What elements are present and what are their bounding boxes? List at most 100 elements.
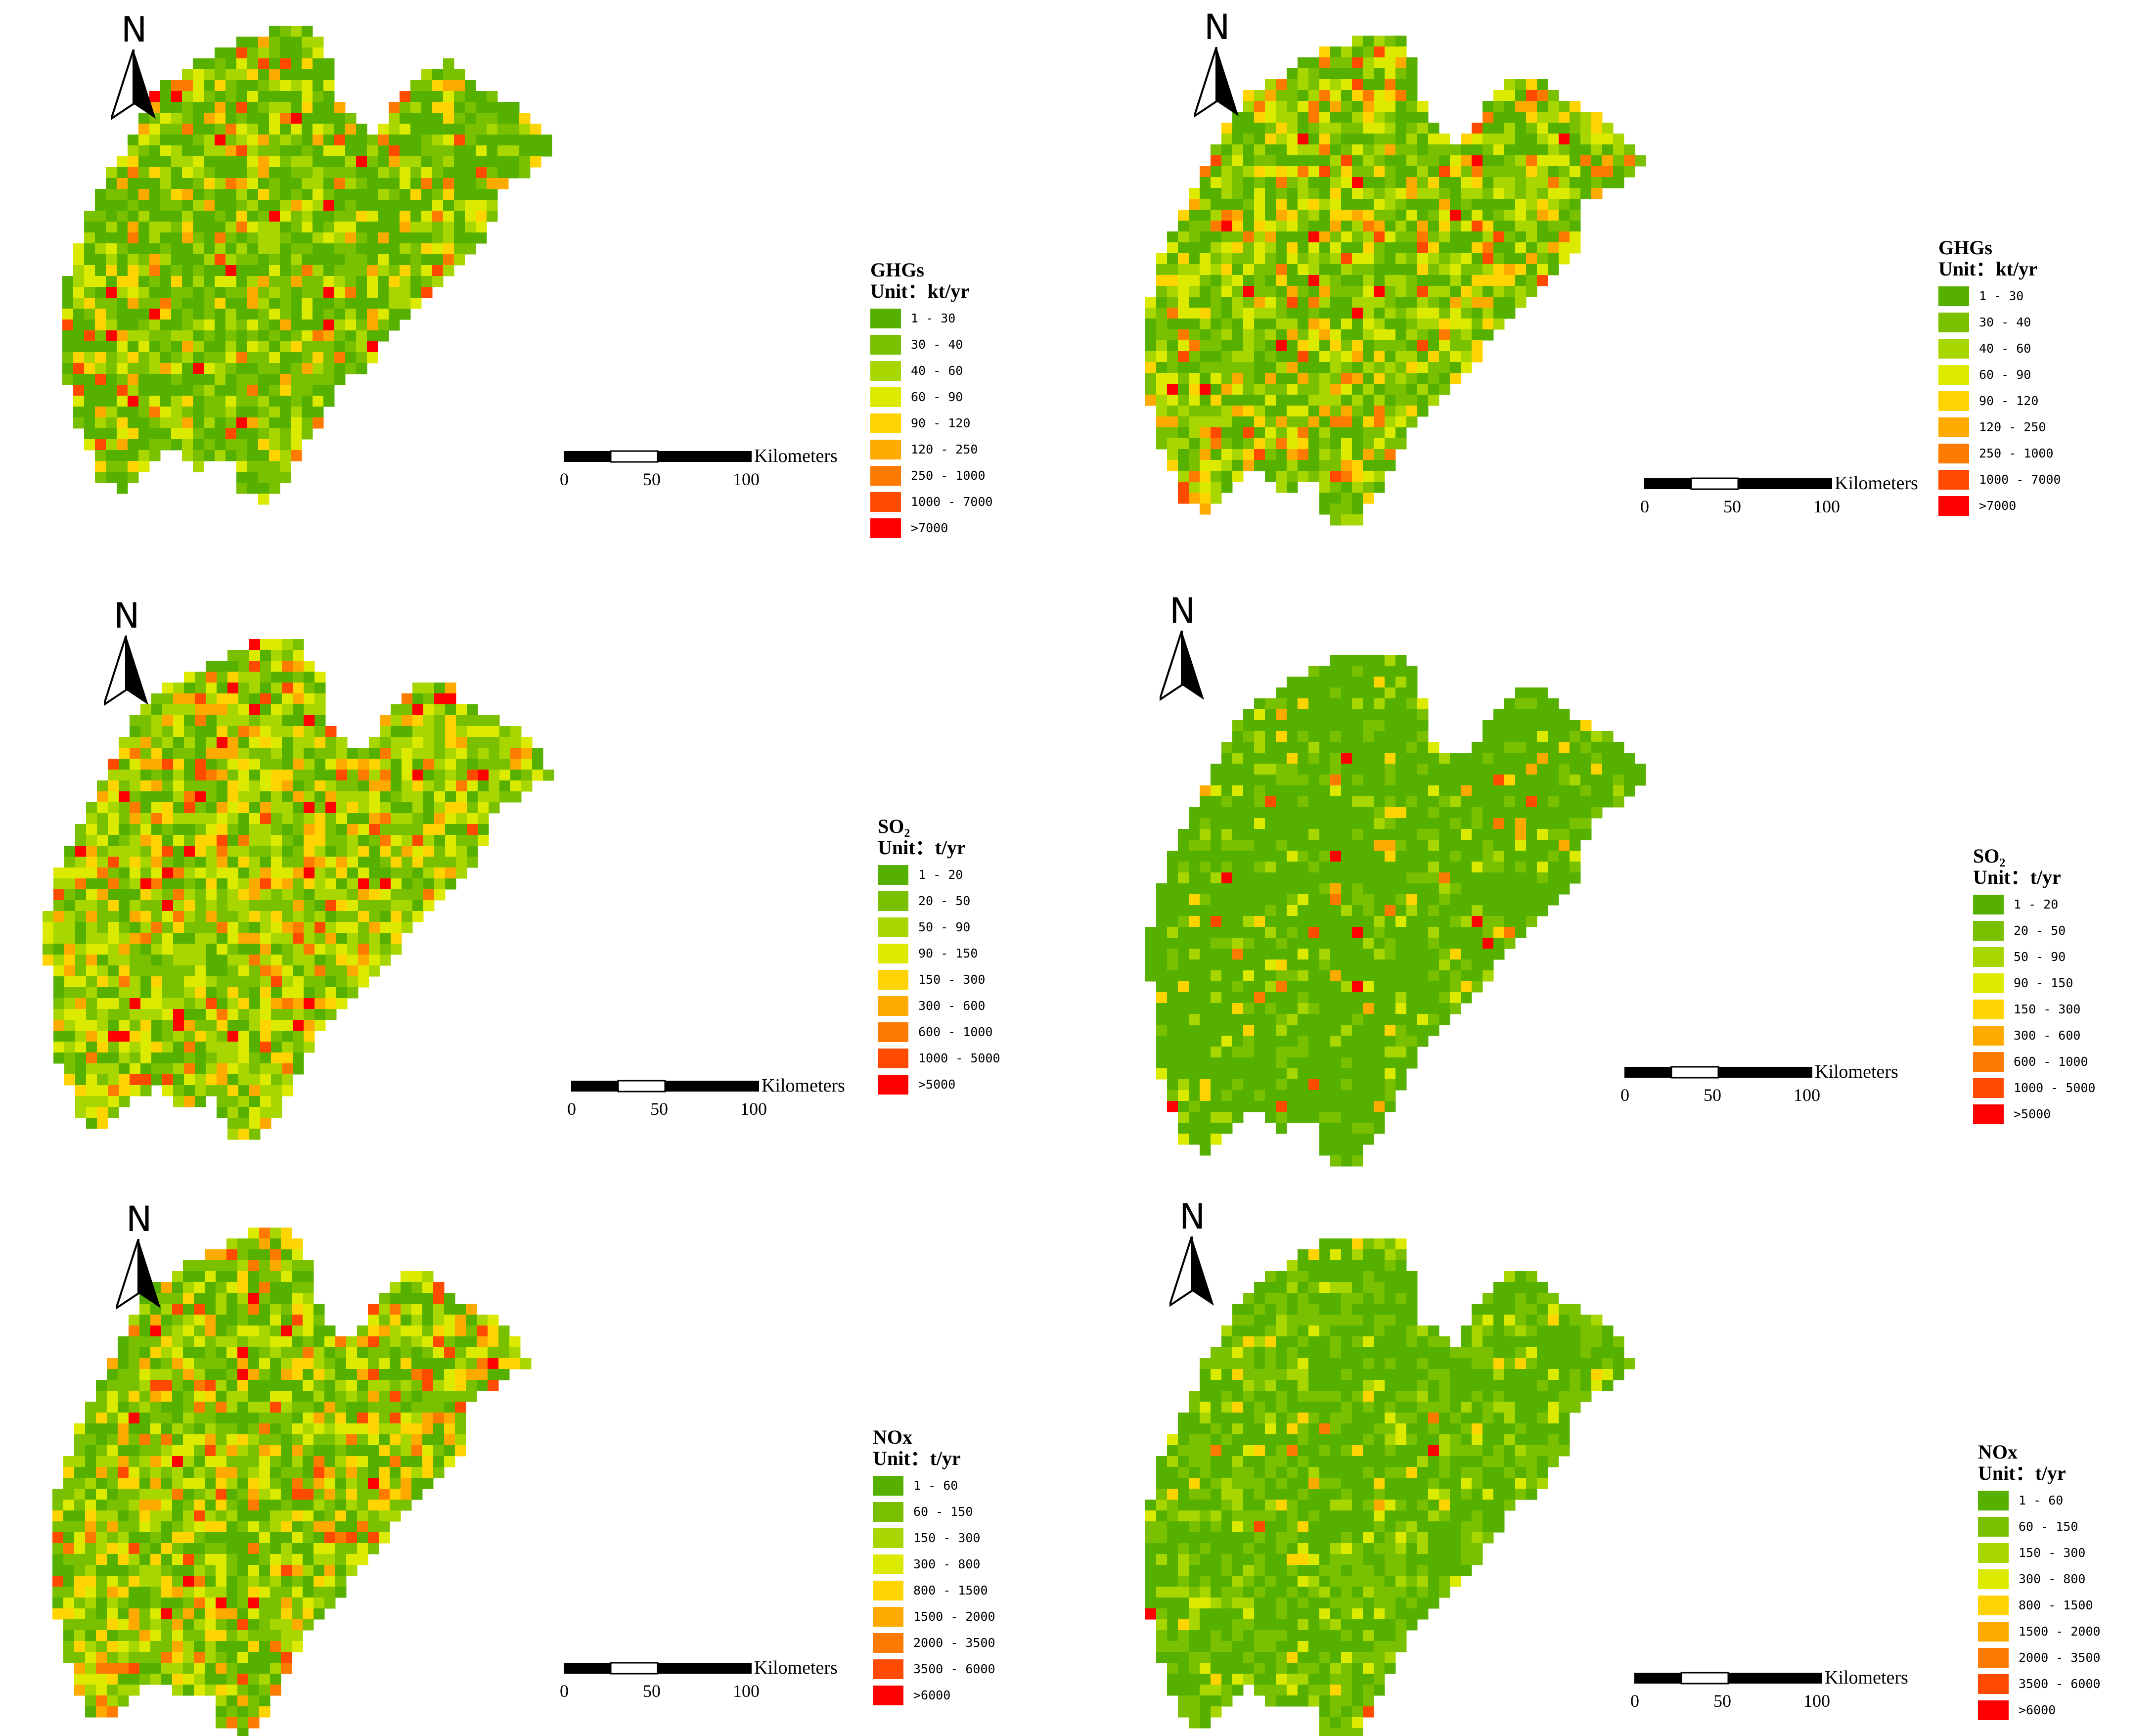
legend-swatch xyxy=(878,969,908,990)
scale-unit-label: Kilometers xyxy=(754,1657,838,1678)
map-panel-ghg-right: N GHGs Unit：kt/yr 1 - 30 30 - 40 40 - 60 60… xyxy=(1078,0,2156,579)
legend-item: 1 - 20 xyxy=(878,862,1026,888)
legend-item: 300 - 600 xyxy=(878,993,1026,1019)
legend-item: 120 - 250 xyxy=(870,436,1019,462)
legend-swatch xyxy=(878,996,908,1016)
legend-title: GHGs xyxy=(870,259,924,281)
legend-label: 1 - 60 xyxy=(913,1478,958,1493)
legend-label: 90 - 150 xyxy=(918,946,978,960)
legend-swatch xyxy=(873,1659,903,1679)
legend-swatch xyxy=(873,1475,903,1496)
legend-unit: Unit：t/yr xyxy=(1978,1462,2066,1484)
scale-tick-100: 100 xyxy=(740,1099,767,1119)
legend-label: 1500 - 2000 xyxy=(2019,1624,2101,1639)
legend-swatch xyxy=(870,518,901,538)
province-raster-map xyxy=(1145,36,1646,526)
legend-nox-left: NOx Unit：t/yr 1 - 60 60 - 150 150 - 300 300… xyxy=(873,1427,1021,1708)
legend-label: 90 - 120 xyxy=(1979,394,2039,408)
legend-label: 250 - 1000 xyxy=(911,468,986,483)
legend-item: >5000 xyxy=(878,1071,1026,1097)
legend-item: 30 - 40 xyxy=(1938,309,2087,335)
scale-bar-graphic xyxy=(1644,477,1832,490)
legend-swatch xyxy=(870,439,901,459)
legend-label: 40 - 60 xyxy=(911,364,963,378)
legend-swatch xyxy=(878,1074,908,1095)
legend-swatch xyxy=(1973,973,2004,993)
legend-item: >7000 xyxy=(870,515,1019,541)
legend-item: 2000 - 3500 xyxy=(873,1630,1021,1656)
legend-swatch xyxy=(873,1685,903,1705)
legend-unit: Unit：t/yr xyxy=(1973,866,2061,888)
province-raster-map xyxy=(52,1228,532,1736)
legend-so2-right: SO₂ Unit：t/yr 1 - 20 20 - 50 50 - 90 90 - 1… xyxy=(1973,846,2121,1127)
legend-item: 1 - 30 xyxy=(1938,283,2087,309)
legend-label: >6000 xyxy=(913,1688,951,1702)
legend-label: 1000 - 7000 xyxy=(911,495,993,509)
scale-tick-100: 100 xyxy=(1803,1691,1830,1711)
legend-label: 60 - 90 xyxy=(1979,367,2031,382)
legend-so2-left: SO₂ Unit：t/yr 1 - 20 20 - 50 50 - 90 90 - 1… xyxy=(878,816,1026,1097)
legend-label: 90 - 150 xyxy=(2014,976,2073,990)
legend-item: 90 - 150 xyxy=(878,940,1026,966)
legend-swatch xyxy=(873,1606,903,1627)
legend-swatch xyxy=(870,492,901,512)
legend-label: 300 - 800 xyxy=(2019,1572,2086,1586)
legend-item: >6000 xyxy=(1978,1697,2126,1723)
legend-label: 1 - 20 xyxy=(918,868,963,882)
legend-swatch xyxy=(1978,1490,2009,1510)
legend-label: 1 - 30 xyxy=(911,311,956,325)
scale-unit-label: Kilometers xyxy=(1815,1061,1898,1082)
legend-item: 3500 - 6000 xyxy=(873,1656,1021,1682)
scale-bar-graphic xyxy=(1634,1672,1822,1685)
legend-label: 1000 - 5000 xyxy=(2014,1081,2096,1095)
legend-label: 600 - 1000 xyxy=(2014,1054,2088,1069)
legend-swatch xyxy=(1978,1595,2009,1615)
legend-nox-right: NOx Unit：t/yr 1 - 60 60 - 150 150 - 300 300… xyxy=(1978,1442,2126,1723)
north-arrow-icon xyxy=(1169,1236,1214,1307)
legend-label: 40 - 60 xyxy=(1979,341,2031,356)
scale-unit-label: Kilometers xyxy=(1835,473,1918,494)
legend-label: 30 - 40 xyxy=(1979,315,2031,329)
legend-swatch xyxy=(878,917,908,937)
legend-label: 2000 - 3500 xyxy=(913,1636,995,1650)
legend-swatch xyxy=(870,308,901,328)
legend-swatch xyxy=(1978,1569,2009,1589)
legend-item: 1 - 20 xyxy=(1973,891,2121,917)
legend-item: 1000 - 5000 xyxy=(878,1045,1026,1071)
legend-label: 1000 - 5000 xyxy=(918,1051,1000,1065)
map-panel-so2-left: N SO₂ Unit：t/yr 1 - 20 20 - 50 50 - 90 90 -… xyxy=(0,579,1078,1157)
legend-item: 60 - 90 xyxy=(1938,362,2087,388)
legend-label: 1 - 20 xyxy=(2014,897,2059,912)
legend-title: GHGs xyxy=(1938,236,1992,259)
raster-cells xyxy=(43,639,554,1140)
legend-item: 1000 - 5000 xyxy=(1973,1075,2121,1101)
raster-cells xyxy=(62,26,552,505)
legend-swatch xyxy=(1938,417,1969,437)
scale-tick-0: 0 xyxy=(1620,1085,1629,1105)
legend-swatch xyxy=(1973,1104,2004,1124)
legend-unit: Unit：kt/yr xyxy=(870,280,969,302)
legend-swatch xyxy=(1973,1051,2004,1072)
map-panel-so2-right: N SO₂ Unit：t/yr 1 - 20 20 - 50 50 - 90 90 -… xyxy=(1078,579,2156,1167)
legend-swatch xyxy=(1978,1674,2009,1694)
legend-label: 90 - 120 xyxy=(911,416,971,430)
legend-item: 300 - 800 xyxy=(873,1551,1021,1577)
north-arrow-icon xyxy=(111,49,156,120)
legend-label: 150 - 300 xyxy=(918,972,986,987)
scale-tick-100: 100 xyxy=(733,1681,760,1701)
legend-item: 3500 - 6000 xyxy=(1978,1671,2126,1697)
scale-tick-50: 50 xyxy=(650,1099,668,1119)
legend-swatch xyxy=(1973,1078,2004,1098)
legend-item: 90 - 150 xyxy=(1973,970,2121,996)
legend-label: 150 - 300 xyxy=(913,1531,981,1545)
scale-unit-label: Kilometers xyxy=(1825,1667,1908,1688)
legend-label: 50 - 90 xyxy=(918,920,971,934)
legend-item: 1 - 60 xyxy=(1978,1487,2126,1513)
legend-item: 250 - 1000 xyxy=(1938,440,2087,466)
legend-swatch xyxy=(1938,469,1969,490)
legend-label: >5000 xyxy=(2014,1107,2051,1121)
map-panel-nox-right: N NOx Unit：t/yr 1 - 60 60 - 150 150 - 300 3… xyxy=(1078,1157,2156,1736)
raster-cells xyxy=(1145,36,1646,526)
legend-swatch xyxy=(878,943,908,963)
legend-swatch xyxy=(870,465,901,486)
